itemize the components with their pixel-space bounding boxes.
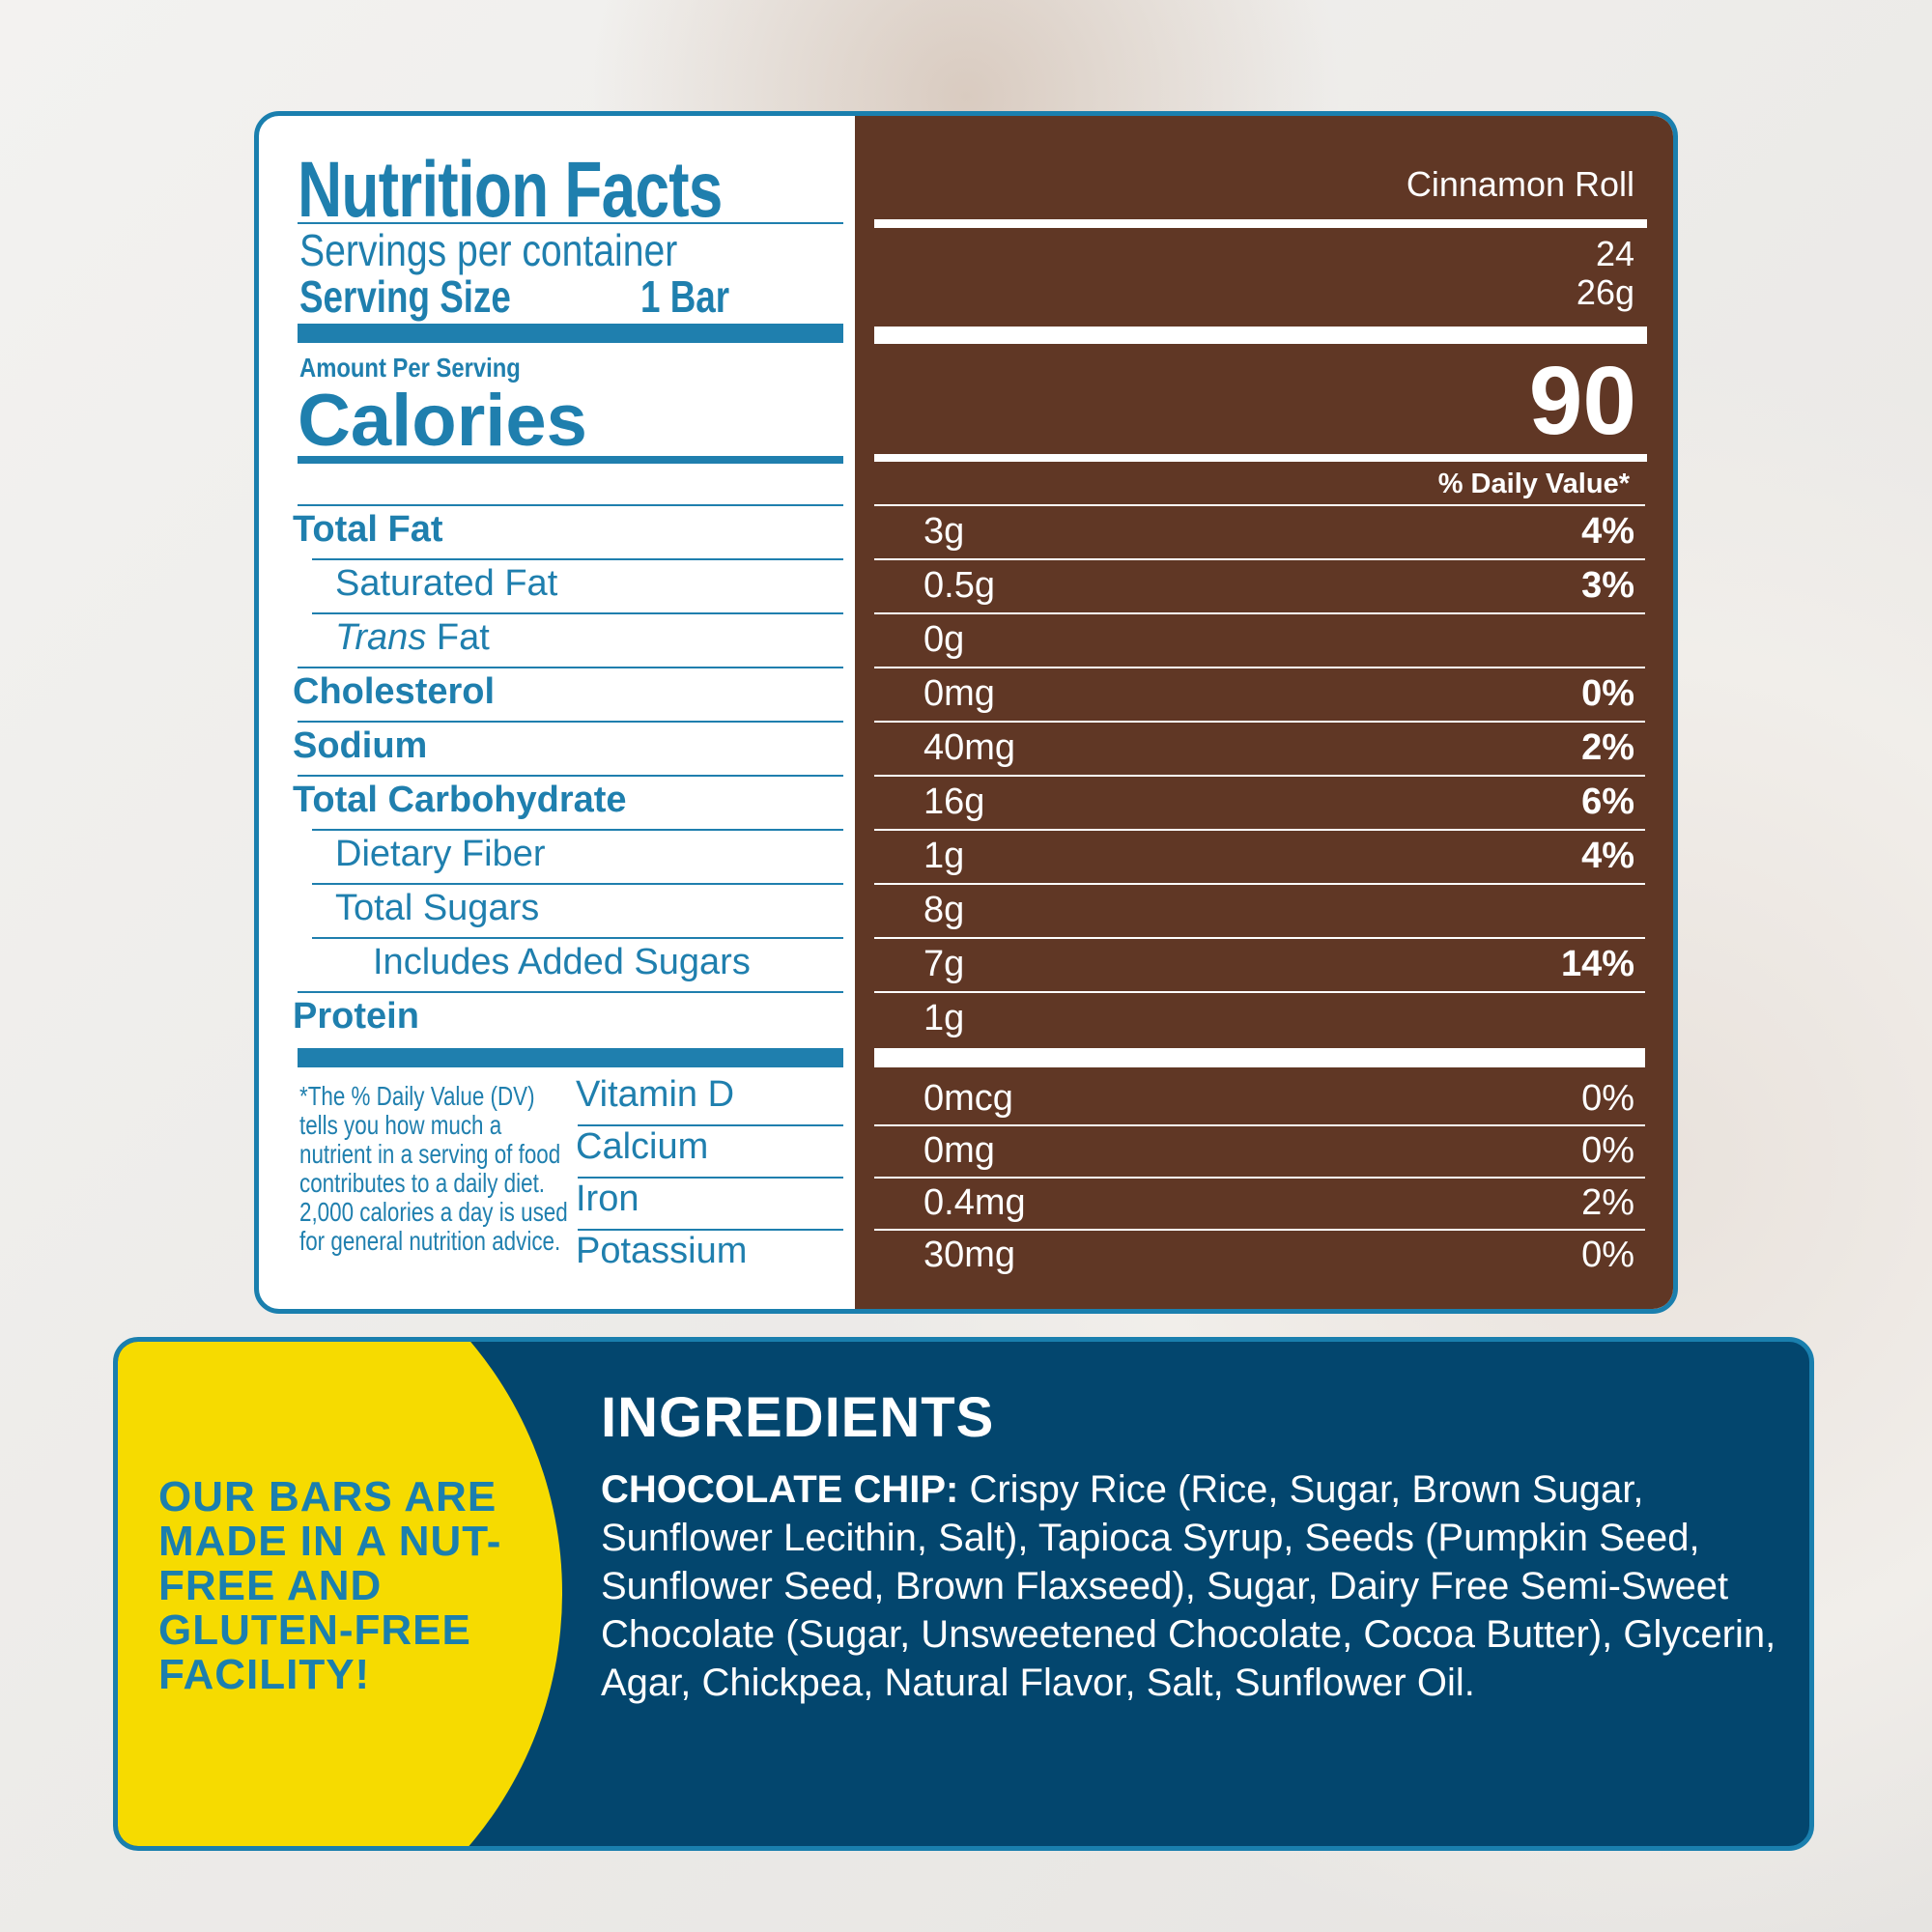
divider [874,1229,1645,1231]
divider [874,612,1645,614]
vitamin-amount: 0mcg [923,1078,1013,1119]
nutrient-amount: 7g [923,944,965,984]
divider [298,991,843,993]
divider [874,883,1645,885]
nutrient-amount: 1g [923,998,965,1038]
nutrient-dv: 4% [1581,836,1634,876]
serving-size-label: Serving Size [299,271,511,322]
divider [312,829,843,831]
divider [298,222,843,224]
values-column [855,116,1673,1309]
nutrient-amount: 8g [923,890,965,930]
thick-divider [298,324,843,343]
nutrient-label: Total Fat [293,509,443,550]
allergen-claim: OUR BARS ARE MADE IN A NUT-FREE AND GLUT… [158,1473,502,1698]
divider [298,667,843,668]
divider [312,883,843,885]
vitamin-dv: 0% [1581,1078,1634,1119]
nutrient-label-rest: Fat [426,617,490,658]
ingredients-heading: INGREDIENTS [601,1386,995,1449]
nutrient-label: Total Sugars [335,888,540,928]
claim-badge [118,1342,562,1846]
dv-header: % Daily Value* [1437,469,1630,499]
vitamin-amount: 30mg [923,1235,1016,1275]
amount-per-serving-label: Amount Per Serving [299,353,521,383]
divider [312,937,843,939]
servings-label: Servings per container [299,225,678,275]
ingredients-list: Crispy Rice (Rice, Sugar, Brown Sugar, S… [601,1468,1776,1704]
divider [874,937,1645,939]
divider [874,1124,1645,1126]
thick-divider [298,1048,843,1067]
servings-value: 24 [1595,234,1634,273]
nutrient-dv: 3% [1581,565,1634,606]
divider [874,504,1645,506]
nutrient-amount: 1g [923,836,965,876]
divider [874,721,1645,723]
divider [874,1048,1645,1067]
divider [298,504,843,506]
vitamin-label: Iron [576,1179,639,1219]
nutrient-label-italic: Trans [335,617,427,658]
serving-size-unit: 1 Bar [640,271,730,322]
nutrient-amount: 0g [923,619,965,660]
divider [578,1124,843,1126]
nutrient-dv: 4% [1581,511,1634,552]
divider [298,456,843,464]
vitamin-dv: 0% [1581,1130,1634,1171]
dv-footnote: *The % Daily Value (DV) tells you how mu… [299,1081,568,1256]
divider [874,775,1645,777]
calories-value: 90 [1528,347,1636,455]
ingredients-panel: OUR BARS ARE MADE IN A NUT-FREE AND GLUT… [113,1337,1814,1851]
divider [874,219,1647,228]
nutrient-dv: 6% [1581,781,1634,822]
vitamin-amount: 0.4mg [923,1182,1026,1223]
nutrient-amount: 0.5g [923,565,995,606]
vitamin-label: Vitamin D [576,1074,735,1115]
nutrition-facts-title: Nutrition Facts [298,146,723,234]
divider [298,775,843,777]
divider [874,1177,1645,1179]
nutrient-dv: 14% [1560,944,1634,984]
ingredients-text: CHOCOLATE CHIP: Crispy Rice (Rice, Sugar… [601,1465,1789,1707]
vitamin-dv: 2% [1581,1182,1634,1223]
divider [298,721,843,723]
nutrient-label: Saturated Fat [335,563,558,604]
nutrition-facts-panel: Nutrition Facts Servings per container S… [254,111,1678,1314]
nutrient-amount: 40mg [923,727,1016,768]
divider [874,667,1645,668]
vitamin-amount: 0mg [923,1130,995,1171]
nutrient-amount: 0mg [923,673,995,714]
vitamin-dv: 0% [1581,1235,1634,1275]
divider [578,1177,843,1179]
vitamin-label: Potassium [576,1231,748,1271]
divider [874,558,1645,560]
nutrient-label: Dietary Fiber [335,834,546,874]
divider [312,558,843,560]
divider [874,327,1647,344]
nutrient-label: Trans Fat [335,617,490,659]
nutrient-amount: 16g [923,781,985,822]
serving-size-value: 26g [1576,272,1634,312]
divider [578,1229,843,1231]
flavor-label: CHOCOLATE CHIP: [601,1468,959,1511]
nutrient-label: Cholesterol [293,671,496,712]
divider [874,454,1647,462]
divider [874,829,1645,831]
vitamin-label: Calcium [576,1126,709,1167]
flavor-name: Cinnamon Roll [1406,164,1634,204]
calories-label: Calories [298,380,587,462]
nutrient-dv: 0% [1581,673,1634,714]
nutrient-dv: 2% [1581,727,1634,768]
nutrient-label: Total Carbohydrate [293,780,627,820]
nutrient-label: Sodium [293,725,428,766]
nutrient-label: Protein [293,996,419,1037]
nutrient-label: Includes Added Sugars [373,942,751,982]
nutrient-amount: 3g [923,511,965,552]
divider [874,991,1645,993]
divider [312,612,843,614]
